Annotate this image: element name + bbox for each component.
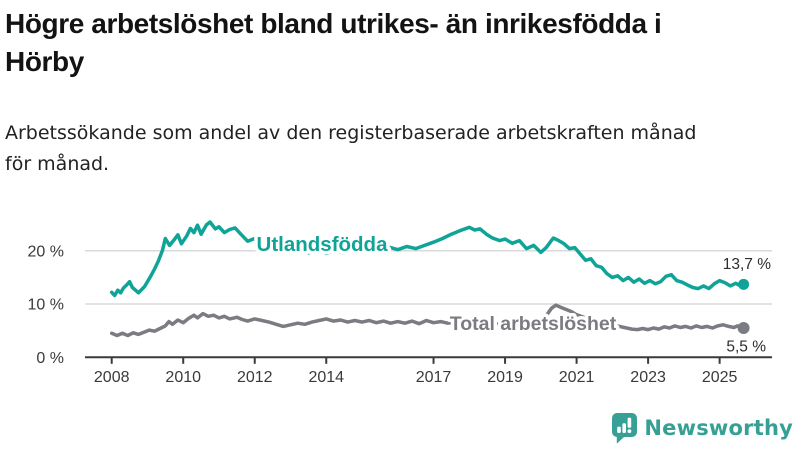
- x-tick-label: 2012: [237, 369, 273, 386]
- x-tick-label: 2008: [94, 369, 130, 386]
- series-end-value-0: 13,7 %: [723, 256, 771, 273]
- y-tick-label: 20 %: [28, 243, 64, 260]
- newsworthy-logo[interactable]: Newsworthy: [611, 412, 793, 444]
- x-tick-label: 2025: [702, 369, 738, 386]
- y-tick-label: 10 %: [28, 297, 64, 314]
- subtitle-line-2: för månad.: [5, 153, 110, 175]
- series-line-0: [109, 220, 746, 298]
- series-label-0: Utlandsfödda: [257, 233, 389, 256]
- x-tick-label: 2023: [630, 369, 666, 386]
- series-end-dot-0: [738, 278, 750, 290]
- title-line-1: Högre arbetslöshet bland utrikes- än inr…: [5, 8, 662, 39]
- subtitle-line-1: Arbetssökande som andel av den registerb…: [5, 122, 697, 144]
- x-tick-label: 2010: [165, 369, 201, 386]
- series-line-1: [109, 303, 746, 338]
- page-title: Högre arbetslöshet bland utrikes- än inr…: [5, 5, 797, 81]
- x-tick-label: 2021: [559, 369, 595, 386]
- x-tick-label: 2017: [416, 369, 452, 386]
- x-tick-label: 2014: [308, 369, 344, 386]
- chart-subtitle: Arbetssökande som andel av den registerb…: [5, 118, 797, 180]
- title-line-2: Hörby: [5, 46, 84, 77]
- bar-chart-speech-bubble-icon: [612, 413, 638, 444]
- y-tick-label: 0 %: [36, 350, 64, 367]
- newsworthy-logo-text: Newsworthy: [644, 416, 793, 440]
- series-end-value-1: 5,5 %: [726, 339, 766, 356]
- x-tick-label: 2019: [487, 369, 523, 386]
- series-end-dot-1: [737, 322, 750, 335]
- series-label-1: Total arbetslöshet: [450, 313, 617, 335]
